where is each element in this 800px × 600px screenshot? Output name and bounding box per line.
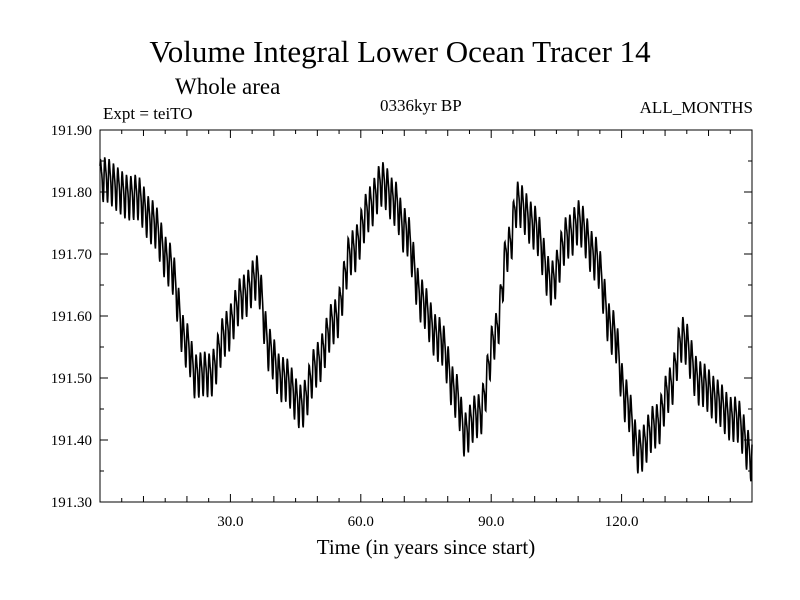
- x-tick-label: 30.0: [217, 514, 243, 530]
- x-tick-label: 120.0: [605, 514, 639, 530]
- x-axis-label: Time (in years since start): [316, 535, 536, 559]
- experiment-label: Expt = teiTO: [103, 104, 193, 123]
- y-tick-label: 191.30: [51, 495, 92, 511]
- months-label: ALL_MONTHS: [639, 98, 753, 117]
- period-label: 0336kyr BP: [380, 96, 462, 115]
- y-tick-label: 191.80: [51, 185, 92, 201]
- series-line: [99, 157, 753, 482]
- y-tick-label: 191.70: [51, 247, 92, 263]
- chart-title: Volume Integral Lower Ocean Tracer 14: [149, 34, 651, 69]
- y-tick-label: 191.50: [51, 371, 92, 387]
- x-tick-label: 60.0: [348, 514, 374, 530]
- x-tick-label: 90.0: [478, 514, 504, 530]
- y-tick-label: 191.60: [51, 309, 92, 325]
- chart-subtitle: Whole area: [175, 74, 281, 99]
- y-tick-label: 191.90: [51, 123, 92, 139]
- y-tick-label: 191.40: [51, 433, 92, 449]
